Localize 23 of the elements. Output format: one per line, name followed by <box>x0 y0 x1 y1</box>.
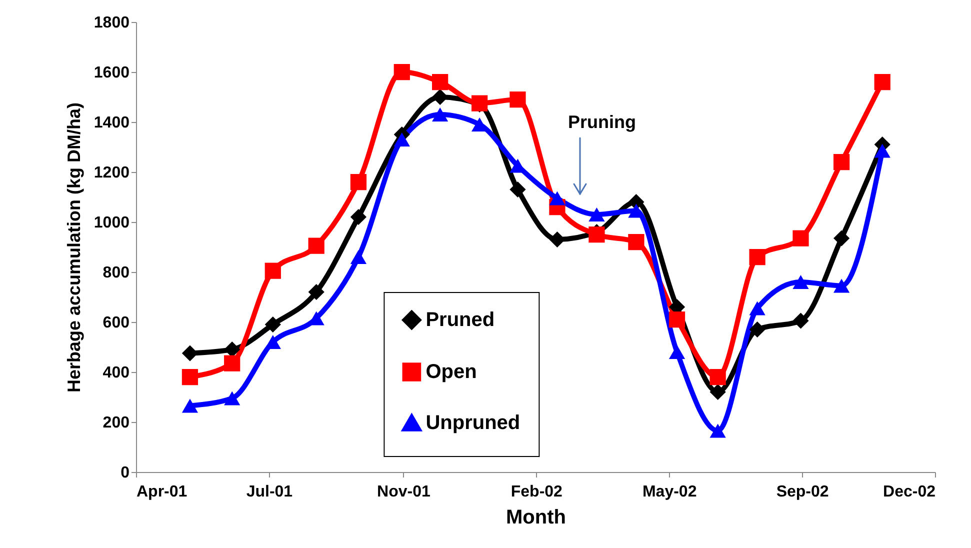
x-tick-label: Feb-02 <box>510 484 563 500</box>
y-tick-label: 800 <box>102 264 130 282</box>
y-tick-label: 400 <box>102 364 130 382</box>
legend-label: Unpruned <box>426 412 520 434</box>
y-tick-label: 1400 <box>94 114 130 132</box>
legend-label: Open <box>426 361 477 383</box>
legend-label: Pruned <box>426 309 495 331</box>
y-tick-label: 1200 <box>94 164 130 182</box>
y-tick-label: 200 <box>102 414 130 432</box>
x-tick-label: Nov-01 <box>377 484 430 500</box>
y-tick-label: 600 <box>102 314 130 332</box>
x-tick-label: Dec-02 <box>883 484 936 500</box>
y-tick-label: 1600 <box>94 64 130 82</box>
y-tick-label: 1800 <box>94 14 130 32</box>
x-tick-label: Jul-01 <box>246 484 293 500</box>
x-tick-label: May-02 <box>642 484 697 500</box>
y-tick-label: 1000 <box>94 214 130 232</box>
y-axis-title: Herbage accumulation (kg DM/ha) <box>64 102 84 393</box>
x-axis-title: Month <box>506 506 566 528</box>
y-tick-label: 0 <box>120 464 130 482</box>
annotation: Pruning <box>568 112 636 132</box>
x-tick-label: Apr-01 <box>136 484 188 500</box>
x-tick-label: Sep-02 <box>776 484 829 500</box>
